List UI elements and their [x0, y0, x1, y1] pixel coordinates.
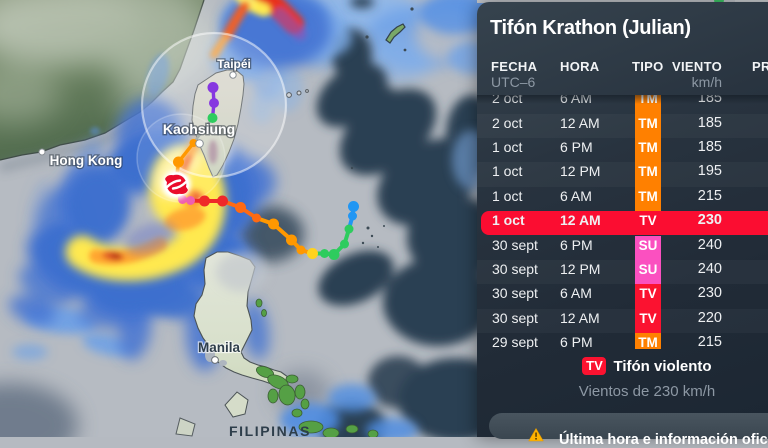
svg-text:Manila: Manila	[198, 340, 241, 355]
svg-text:Kaohsiung: Kaohsiung	[163, 121, 235, 137]
svg-text:Hong Kong: Hong Kong	[50, 153, 123, 168]
svg-text:FILIPINAS: FILIPINAS	[229, 423, 311, 437]
svg-text:Taipéi: Taipéi	[217, 57, 251, 71]
